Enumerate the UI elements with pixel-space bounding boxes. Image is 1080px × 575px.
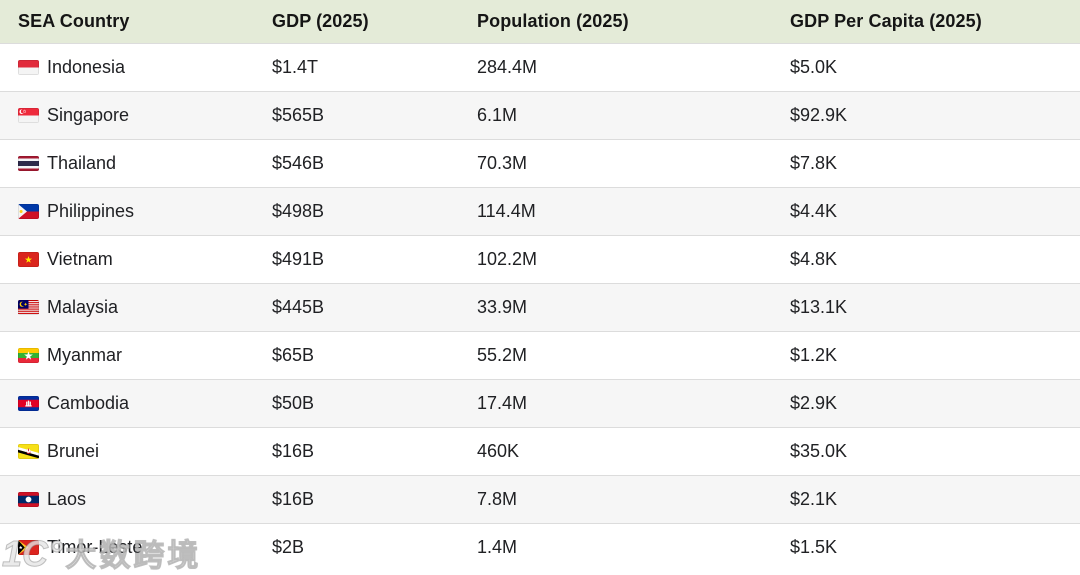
table-row: Brunei $16B 460K $35.0K [0,427,1080,475]
table-row: Vietnam $491B 102.2M $4.8K [0,235,1080,283]
country-cell: Cambodia [0,393,272,414]
table-header: SEA Country GDP (2025) Population (2025) GD… [0,0,1080,43]
column-header-gdp: GDP (2025) [272,11,369,31]
population-cell: 102.2M [477,249,538,269]
country-cell: Singapore [0,105,272,126]
country-name: Laos [47,489,87,509]
population-cell: 17.4M [477,393,528,413]
population-cell: 55.2M [477,345,528,365]
population-cell: 114.4M [477,201,536,221]
gdp-per-capita-cell: $5.0K [790,57,838,77]
table-row: Thailand $546B 70.3M $7.8K [0,139,1080,187]
flag-singapore-icon [18,108,39,123]
gdp-cell: $546B [272,153,325,173]
flag-indonesia-icon [18,60,39,75]
gdp-cell: $445B [272,297,325,317]
country-cell: Malaysia [0,297,272,318]
column-header-country: SEA Country [18,11,130,31]
country-cell: Philippines [0,201,272,222]
population-cell: 1.4M [477,537,518,557]
gdp-per-capita-cell: $92.9K [790,105,848,125]
gdp-cell: $16B [272,489,315,509]
gdp-per-capita-cell: $7.8K [790,153,838,173]
population-cell: 6.1M [477,105,518,125]
column-header-population: Population (2025) [477,11,629,31]
gdp-cell: $65B [272,345,315,365]
country-name: Myanmar [47,345,123,365]
gdp-cell: $498B [272,201,325,221]
country-name: Malaysia [47,297,119,317]
flag-thailand-icon [18,156,39,171]
population-cell: 70.3M [477,153,528,173]
flag-cambodia-icon [18,396,39,411]
gdp-cell: $491B [272,249,325,269]
flag-vietnam-icon [18,252,39,267]
population-cell: 33.9M [477,297,528,317]
gdp-per-capita-cell: $4.4K [790,201,838,221]
flag-philippines-icon [18,204,39,219]
country-name: Brunei [47,441,100,461]
country-cell: Timor-Leste [0,537,272,558]
flag-malaysia-icon [18,300,39,315]
flag-brunei-icon [18,444,39,459]
population-cell: 460K [477,441,520,461]
country-name: Thailand [47,153,117,173]
country-cell: Thailand [0,153,272,174]
gdp-per-capita-cell: $35.0K [790,441,848,461]
table-row: Myanmar $65B 55.2M $1.2K [0,331,1080,379]
country-cell: Brunei [0,441,272,462]
table-row: Timor-Leste $2B 1.4M $1.5K [0,523,1080,571]
gdp-per-capita-cell: $4.8K [790,249,838,269]
country-name: Timor-Leste [47,537,143,557]
country-cell: Vietnam [0,249,272,270]
population-cell: 284.4M [477,57,538,77]
gdp-cell: $2B [272,537,305,557]
flag-timor-leste-icon [18,540,39,555]
flag-myanmar-icon [18,348,39,363]
country-name: Philippines [47,201,135,221]
table-row: Philippines $498B 114.4M $4.4K [0,187,1080,235]
country-name: Vietnam [47,249,113,269]
gdp-per-capita-cell: $1.5K [790,537,838,557]
gdp-cell: $50B [272,393,315,413]
table-row: Singapore $565B 6.1M $92.9K [0,91,1080,139]
gdp-per-capita-cell: $2.9K [790,393,838,413]
gdp-per-capita-cell: $13.1K [790,297,848,317]
country-cell: Myanmar [0,345,272,366]
population-cell: 7.8M [477,489,518,509]
column-header-gdp_per_capita: GDP Per Capita (2025) [790,11,982,31]
gdp-per-capita-cell: $1.2K [790,345,838,365]
country-cell: Indonesia [0,57,272,78]
gdp-cell: $16B [272,441,315,461]
gdp-cell: $565B [272,105,325,125]
country-name: Singapore [47,105,130,125]
flag-laos-icon [18,492,39,507]
table-row: Cambodia $50B 17.4M $2.9K [0,379,1080,427]
country-name: Cambodia [47,393,130,413]
country-cell: Laos [0,489,272,510]
gdp-cell: $1.4T [272,57,319,77]
table-row: Indonesia $1.4T 284.4M $5.0K [0,43,1080,91]
table-body: Indonesia $1.4T 284.4M $5.0K Singapore $565B 6… [0,43,1080,571]
gdp-per-capita-cell: $2.1K [790,489,838,509]
table-row: Malaysia $445B 33.9M $13.1K [0,283,1080,331]
country-name: Indonesia [47,57,126,77]
table-row: Laos $16B 7.8M $2.1K [0,475,1080,523]
